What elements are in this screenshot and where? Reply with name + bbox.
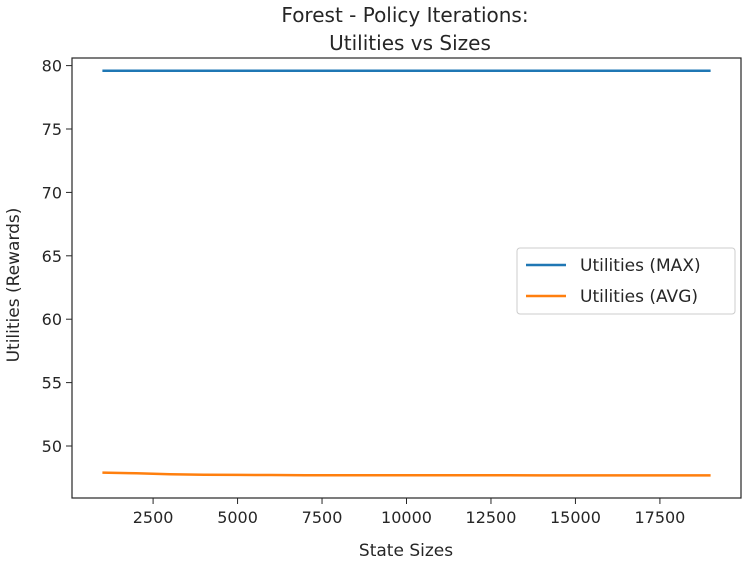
chart-title-line-2: Utilities vs Sizes [329,31,491,55]
legend-label-2: Utilities (AVG) [580,287,698,307]
y-tick-label: 50 [42,437,62,456]
x-tick-label: 10000 [381,508,432,527]
legend: Utilities (MAX) Utilities (AVG) [516,247,736,315]
y-axis-label: Utilities (Rewards) [4,208,24,363]
y-tick-label: 70 [42,183,62,202]
y-axis: 50 55 60 65 70 75 80 [42,57,72,456]
x-tick-label: 7500 [302,508,343,527]
x-tick-label: 2500 [133,508,174,527]
y-tick-label: 75 [42,120,62,139]
legend-box [516,247,736,315]
chart-title-line-1: Forest - Policy Iterations: [281,3,528,27]
series-line-2 [102,471,711,477]
y-tick-label: 55 [42,374,62,393]
y-tick-label: 65 [42,247,62,266]
series-lines [102,69,711,477]
x-axis-label: State Sizes [359,541,453,561]
legend-label-1: Utilities (MAX) [580,256,701,276]
x-axis: 2500 5000 7500 10000 12500 15000 17500 [133,498,685,527]
y-tick-label: 80 [42,57,62,76]
y-tick-label: 60 [42,310,62,329]
x-tick-label: 17500 [634,508,685,527]
x-tick-label: 12500 [466,508,517,527]
x-tick-label: 5000 [217,508,258,527]
x-tick-label: 15000 [550,508,601,527]
